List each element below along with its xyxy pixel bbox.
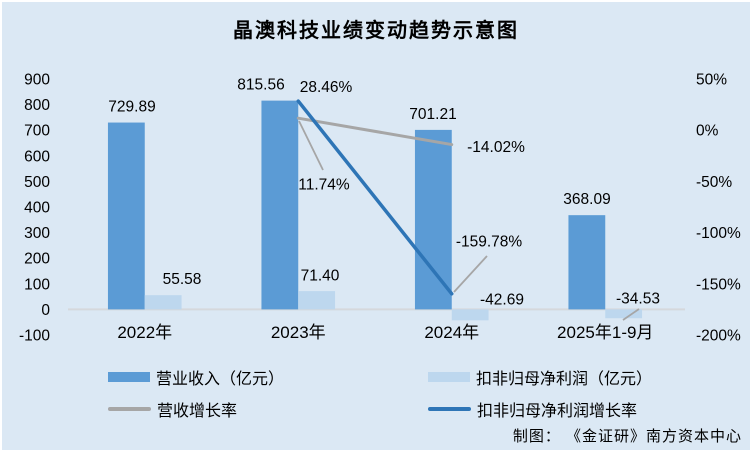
net-profit-growth-line-swatch xyxy=(428,407,471,411)
net-profit-value-label: -42.69 xyxy=(480,292,524,309)
right-axis-tick: -50% xyxy=(696,174,732,191)
x-axis-label: 2022年 xyxy=(117,323,172,342)
x-axis-label: 2023年 xyxy=(271,323,326,342)
revenue-value-label: 815.56 xyxy=(237,77,284,94)
revenue-bar-swatch xyxy=(108,372,150,382)
net-profit-bar xyxy=(605,309,643,319)
legend-label-revenue: 营业收入（亿元） xyxy=(156,371,285,388)
net-profit-growth-value-label: 28.46% xyxy=(300,79,353,96)
revenue-value-label: 368.09 xyxy=(563,191,610,208)
revenue-bar xyxy=(414,129,452,310)
legend-item-net-profit: 扣非归母净利润（亿元） xyxy=(428,368,653,388)
left-axis-tick: -100 xyxy=(19,328,50,345)
revenue-bar xyxy=(107,122,145,310)
legend-label-revenue-growth: 营收增长率 xyxy=(157,403,238,420)
x-axis-label: 2024年 xyxy=(424,323,479,342)
revenue-bar xyxy=(261,100,299,310)
net-profit-bar xyxy=(451,309,489,321)
credit-text: 制图： 《金证研》南方资本中心 xyxy=(512,428,742,445)
left-axis-tick: 900 xyxy=(24,72,50,89)
left-axis-tick: 400 xyxy=(24,200,50,217)
label-leader-line xyxy=(298,120,324,171)
legend-label-net-profit: 扣非归母净利润（亿元） xyxy=(476,371,653,388)
net-profit-growth-value-label: -159.78% xyxy=(456,234,523,251)
revenue-value-label: 729.89 xyxy=(108,99,155,116)
revenue-value-label: 701.21 xyxy=(409,106,456,123)
net-profit-bar-swatch xyxy=(428,372,470,382)
net-profit-value-label: 71.40 xyxy=(301,268,340,285)
left-axis-tick: 300 xyxy=(24,225,50,242)
left-axis-tick: 100 xyxy=(24,276,50,293)
net-profit-value-label: 55.58 xyxy=(163,271,202,288)
net-profit-bar xyxy=(144,295,182,310)
legend-item-revenue-growth: 营收增长率 xyxy=(108,400,238,420)
net-profit-growth-line xyxy=(296,99,454,296)
chart-title: 晶澳科技业绩变动趋势示意图 xyxy=(233,20,519,42)
label-leader-line xyxy=(622,308,640,321)
legend-item-net-profit-growth: 扣非归母净利润增长率 xyxy=(428,400,638,420)
revenue-bar xyxy=(568,215,606,310)
net-profit-value-label: -34.53 xyxy=(616,291,660,308)
left-axis-tick: 500 xyxy=(24,174,50,191)
left-axis-tick: 200 xyxy=(24,251,50,268)
right-axis-tick: 50% xyxy=(696,72,727,89)
left-axis-tick: 600 xyxy=(24,148,50,165)
left-axis-tick: 800 xyxy=(24,97,50,114)
right-axis-tick: -150% xyxy=(696,276,741,293)
chart-legend: 营业收入（亿元） 扣非归母净利润（亿元） 营收增长率 扣非归母净利润增长率 xyxy=(2,360,750,424)
revenue-growth-line xyxy=(296,116,454,147)
left-axis-tick: 700 xyxy=(24,123,50,140)
right-axis-tick: -100% xyxy=(696,225,741,242)
right-axis-tick: -200% xyxy=(696,328,741,345)
legend-item-revenue: 营业收入（亿元） xyxy=(108,368,285,388)
revenue-growth-line-swatch xyxy=(108,407,151,411)
left-axis-tick: 0 xyxy=(41,302,50,319)
net-profit-bar xyxy=(298,291,336,310)
label-leader-line xyxy=(453,255,488,293)
legend-label-net-profit-growth: 扣非归母净利润增长率 xyxy=(477,403,638,420)
revenue-growth-value-label: 11.74% xyxy=(298,177,350,194)
x-axis-label: 2025年1-9月 xyxy=(557,323,653,342)
right-axis-tick: 0% xyxy=(696,123,719,140)
revenue-growth-value-label: -14.02% xyxy=(467,139,525,156)
